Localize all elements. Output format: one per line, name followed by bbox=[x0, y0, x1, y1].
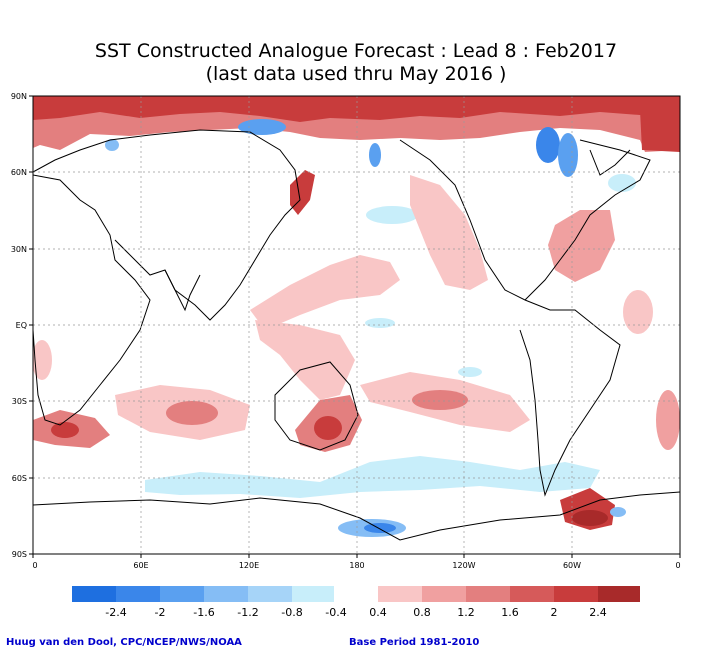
north-america-coast bbox=[399, 139, 651, 301]
colorbar-label: -1.2 bbox=[237, 606, 258, 619]
arctic-warm-east bbox=[640, 105, 680, 152]
coastlines bbox=[33, 129, 680, 541]
colorbar-swatch-pos-3 bbox=[466, 586, 510, 602]
colorbar bbox=[72, 586, 640, 602]
colorbar-label: 1.2 bbox=[457, 606, 475, 619]
drake-passage-warm-core bbox=[572, 510, 608, 526]
colorbar-label: 0.8 bbox=[413, 606, 431, 619]
colorbar-label: -2.4 bbox=[105, 606, 126, 619]
colorbar-label: -0.4 bbox=[325, 606, 346, 619]
lon-label: 0 bbox=[32, 561, 37, 570]
lat-label: 30N bbox=[11, 245, 27, 254]
lon-ticks bbox=[32, 554, 681, 558]
lon-label: 180 bbox=[349, 561, 364, 570]
lon-labels: 0 60E 120E 180 120W 60W 0 bbox=[32, 561, 680, 570]
lat-labels: 90N 60N 30N EQ 30S 60S 90S bbox=[11, 92, 27, 559]
north-pacific-cold bbox=[366, 206, 418, 224]
colorbar-label: -0.8 bbox=[281, 606, 302, 619]
lon-label: 120W bbox=[452, 561, 475, 570]
lon-label: 120E bbox=[239, 561, 259, 570]
south-atlantic-warm bbox=[656, 390, 680, 450]
arctic-cold-patch-1 bbox=[238, 119, 286, 135]
south-pacific-warm-core bbox=[412, 390, 468, 410]
north-atlantic-cold bbox=[608, 174, 636, 192]
lat-label: EQ bbox=[16, 321, 27, 330]
lat-label: 90N bbox=[11, 92, 27, 101]
indian-ocean-warm-core bbox=[166, 401, 218, 425]
graticule bbox=[33, 96, 680, 554]
arctic-warm-core bbox=[33, 96, 680, 122]
colorbar-label: 1.6 bbox=[501, 606, 519, 619]
antarctica-coast bbox=[33, 491, 680, 541]
map-subtitle: (last data used thru May 2016 ) bbox=[205, 63, 507, 85]
lat-label: 60N bbox=[11, 168, 27, 177]
south-africa-warm-core bbox=[51, 422, 79, 438]
colorbar-swatch-neg-1 bbox=[72, 586, 116, 602]
colorbar-labels: -2.4 -2 -1.6 -1.2 -0.8 -0.4 0.4 0.8 1.2 … bbox=[105, 606, 606, 619]
west-africa-warm bbox=[33, 340, 52, 380]
credit-text: Huug van den Dool, CPC/NCEP/NWS/NOAA bbox=[6, 637, 242, 648]
greenland-coast bbox=[589, 149, 631, 176]
colorbar-swatch-neg-2 bbox=[116, 586, 160, 602]
lon-label: 0 bbox=[675, 561, 680, 570]
colorbar-swatch-pos-4 bbox=[510, 586, 554, 602]
equatorial-pacific-cold-2 bbox=[458, 367, 482, 377]
map-title: SST Constructed Analogue Forecast : Lead… bbox=[94, 40, 618, 62]
colorbar-label: -2 bbox=[155, 606, 166, 619]
lat-label: 90S bbox=[12, 550, 27, 559]
northeast-pacific-warm bbox=[410, 175, 488, 290]
equatorial-pacific-cold bbox=[365, 318, 395, 328]
colorbar-swatch-neg-5 bbox=[248, 586, 292, 602]
colorbar-label: -1.6 bbox=[193, 606, 214, 619]
lat-label: 60S bbox=[12, 474, 27, 483]
colorbar-swatch-neg-4 bbox=[204, 586, 248, 602]
tropical-atlantic-warm bbox=[623, 290, 653, 334]
colorbar-swatch-pos-1 bbox=[378, 586, 422, 602]
colorbar-swatch-pos-6 bbox=[598, 586, 640, 602]
south-australia-warm-core bbox=[314, 416, 342, 440]
colorbar-swatch-neg-3 bbox=[160, 586, 204, 602]
africa-coast bbox=[33, 174, 151, 426]
colorbar-swatch-pos-5 bbox=[554, 586, 598, 602]
lon-label: 60W bbox=[563, 561, 581, 570]
southern-ocean-cold-band bbox=[145, 456, 600, 498]
colorbar-label: 0.4 bbox=[369, 606, 387, 619]
base-period-text: Base Period 1981-2010 bbox=[349, 637, 480, 648]
lat-ticks bbox=[29, 95, 33, 555]
india-coast bbox=[164, 269, 201, 312]
south-america-coast bbox=[519, 299, 621, 497]
ross-sea-cold-core bbox=[364, 523, 396, 533]
lon-label: 60E bbox=[133, 561, 148, 570]
colorbar-label: 2 bbox=[551, 606, 558, 619]
north-atlantic-warm bbox=[548, 210, 615, 282]
colorbar-swatch-pos-2 bbox=[422, 586, 466, 602]
colorbar-swatch-neg-6 bbox=[292, 586, 334, 602]
weddell-sea-cold bbox=[610, 507, 626, 517]
arctic-cold-patch-5 bbox=[105, 139, 119, 151]
lat-label: 30S bbox=[12, 397, 27, 406]
arctic-cold-patch-3 bbox=[558, 133, 578, 177]
australia-coast bbox=[274, 361, 359, 451]
arctic-cold-patch-4 bbox=[369, 143, 381, 167]
colorbar-label: 2.4 bbox=[589, 606, 607, 619]
maritime-continent-warm bbox=[255, 320, 355, 400]
north-pacific-warm-band bbox=[250, 255, 400, 330]
arctic-cold-patch-2 bbox=[536, 127, 560, 163]
